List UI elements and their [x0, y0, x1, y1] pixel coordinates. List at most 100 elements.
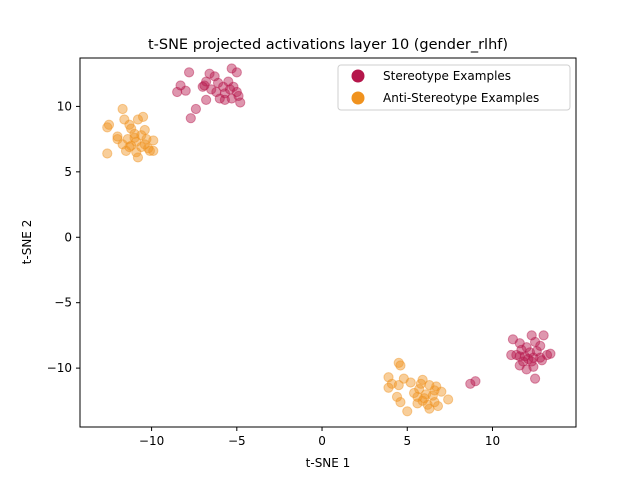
data-point-series-0-20 [201, 94, 212, 105]
data-point-series-1-1 [103, 119, 115, 130]
legend-marker-anti-stereotype [351, 91, 365, 105]
data-point-series-0-35 [516, 344, 527, 355]
data-point-series-1-56 [424, 403, 435, 414]
data-point-series-1-5 [124, 119, 135, 130]
data-point-series-1-36 [383, 382, 394, 393]
data-point-series-0-4 [231, 67, 242, 78]
data-point-series-0-47 [514, 360, 525, 371]
data-point-series-1-42 [429, 385, 440, 396]
data-point-series-0-41 [528, 352, 539, 363]
data-point-series-0-10 [206, 84, 217, 95]
data-point-series-1-37 [393, 380, 404, 391]
data-point-series-1-43 [436, 386, 447, 397]
data-point-series-1-12 [122, 134, 133, 145]
data-point-series-0-54 [470, 376, 481, 387]
y-tick-label: −10 [47, 361, 72, 375]
data-point-series-0-37 [524, 347, 536, 358]
data-point-series-0-50 [521, 364, 532, 375]
y-tick-label: 10 [57, 99, 72, 113]
data-point-series-0-2 [209, 71, 220, 82]
chart-title: t-SNE projected activations layer 10 (ge… [148, 37, 508, 53]
data-point-series-1-6 [119, 114, 130, 125]
legend: Stereotype Examples Anti-Stereotype Exam… [337, 64, 571, 111]
data-point-series-1-3 [132, 114, 144, 125]
data-point-series-0-14 [211, 86, 222, 98]
data-point-series-0-0 [183, 67, 195, 78]
data-point-series-0-13 [180, 85, 191, 96]
data-point-series-1-31 [395, 360, 406, 371]
data-point-series-0-49 [536, 355, 548, 366]
data-point-series-0-46 [518, 356, 529, 367]
data-point-series-1-29 [129, 132, 140, 143]
data-point-series-0-1 [204, 68, 215, 79]
data-point-series-1-51 [429, 397, 440, 408]
data-point-series-0-29 [538, 330, 549, 341]
data-point-series-1-40 [431, 381, 442, 392]
data-point-series-1-47 [412, 391, 423, 402]
data-point-series-0-19 [219, 94, 230, 105]
data-point-series-1-21 [131, 147, 142, 158]
data-point-series-1-7 [139, 124, 150, 136]
data-point-series-0-9 [197, 81, 208, 92]
data-point-series-1-18 [136, 141, 147, 153]
data-point-series-1-25 [132, 152, 144, 163]
data-point-series-0-15 [219, 88, 230, 99]
data-point-series-0-43 [541, 349, 553, 361]
data-point-series-0-24 [214, 93, 225, 104]
data-point-series-0-12 [172, 86, 183, 98]
y-tick-label: 0 [64, 230, 72, 244]
data-point-series-0-8 [175, 80, 186, 91]
data-point-series-1-44 [408, 387, 420, 399]
data-point-series-1-46 [391, 391, 403, 402]
data-point-series-1-59 [415, 378, 426, 389]
plot-area-frame [79, 57, 577, 428]
data-point-series-1-4 [137, 111, 149, 122]
data-point-series-1-32 [383, 372, 394, 383]
data-point-series-0-3 [226, 63, 237, 74]
data-point-series-1-49 [443, 394, 454, 405]
legend-box [337, 64, 571, 111]
data-point-series-0-18 [226, 93, 237, 104]
data-point-series-0-25 [224, 84, 236, 95]
data-point-series-1-38 [417, 374, 428, 385]
data-point-series-1-10 [136, 130, 147, 141]
points-layer [102, 63, 556, 417]
data-point-series-0-36 [531, 346, 542, 357]
data-point-series-1-15 [148, 135, 159, 146]
data-point-series-0-6 [212, 77, 224, 88]
data-point-series-1-9 [129, 128, 140, 139]
legend-label-anti-stereotype: Anti-Stereotype Examples [383, 91, 539, 105]
data-point-series-0-31 [514, 338, 525, 349]
data-point-series-1-53 [412, 398, 423, 409]
data-point-series-0-27 [218, 81, 229, 92]
data-point-series-1-26 [124, 141, 135, 153]
data-point-series-1-2 [102, 122, 113, 133]
data-point-series-0-48 [528, 361, 539, 372]
data-point-series-0-44 [545, 348, 556, 359]
data-point-series-1-20 [120, 145, 132, 156]
data-point-series-0-52 [514, 351, 525, 362]
data-point-series-0-53 [523, 353, 534, 365]
data-point-series-0-39 [511, 349, 522, 361]
data-point-series-0-5 [201, 76, 212, 87]
x-tick-label: −10 [139, 434, 164, 448]
data-point-series-0-16 [231, 86, 242, 98]
data-point-series-1-45 [420, 389, 432, 400]
data-point-series-0-51 [529, 373, 541, 384]
y-tick-label: 5 [64, 165, 72, 179]
data-point-series-0-32 [529, 336, 541, 348]
data-point-series-1-57 [402, 406, 413, 417]
y-axis-label: t-SNE 2 [20, 220, 34, 265]
data-point-series-1-11 [112, 131, 123, 142]
data-point-series-1-30 [393, 357, 404, 368]
data-point-series-1-24 [102, 148, 113, 159]
data-point-series-1-8 [126, 123, 137, 134]
data-point-series-1-17 [126, 140, 137, 151]
data-point-series-1-0 [117, 103, 128, 115]
data-point-series-1-19 [143, 143, 154, 154]
data-point-series-1-16 [117, 139, 128, 150]
data-point-series-1-39 [424, 380, 435, 391]
data-point-series-0-22 [190, 103, 201, 115]
data-point-series-0-42 [535, 352, 546, 363]
